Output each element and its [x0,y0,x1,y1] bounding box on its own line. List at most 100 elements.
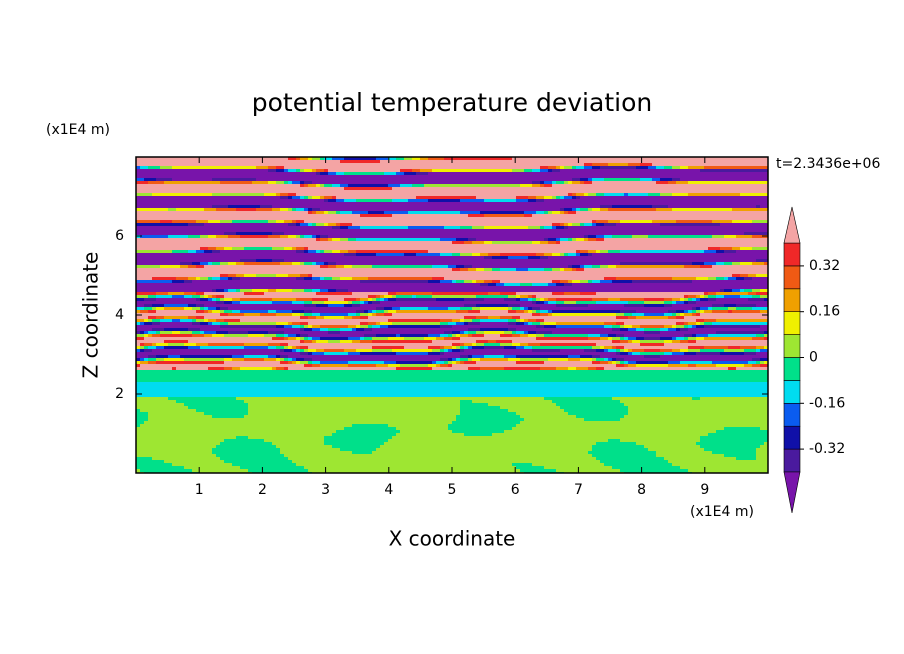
contour-fill [612,466,681,470]
contour-fill [584,418,621,422]
contour-fill [368,310,373,314]
contour-fill [276,310,293,314]
contour-fill [136,307,145,311]
contour-fill [452,361,457,365]
contour-fill [664,340,673,344]
contour-fill [236,397,545,401]
contour-fill [400,169,413,173]
contour-fill [460,319,465,323]
contour-fill [756,361,761,365]
contour-fill [356,313,361,317]
contour-fill [576,415,625,419]
contour-fill [652,205,669,209]
contour-fill [680,349,689,353]
contour-fill [372,328,469,332]
contour-fill [384,313,393,317]
contour-fill [360,313,369,317]
contour-fill [136,379,769,383]
contour-fill [624,193,629,197]
contour-fill [392,187,769,191]
contour-fill [516,319,521,323]
contour-fill [644,304,665,308]
contour-fill [384,172,397,176]
contour-fill [300,157,309,161]
contour-fill [716,250,725,254]
contour-fill [224,310,233,314]
contour-fill [648,448,705,452]
contour-fill [608,208,657,212]
contour-fill [696,310,701,314]
contour-fill [204,208,217,212]
contour-fill [536,211,545,215]
contour-fill [136,301,217,305]
contour-fill [456,322,465,326]
contour-fill [320,337,349,341]
contour-fill [392,199,409,203]
contour-fill [304,349,309,353]
contour-fill [724,349,745,353]
contour-fill [220,277,229,281]
contour-fill [480,367,505,371]
contour-fill [628,193,649,197]
contour-fill [668,328,677,332]
contour-fill [548,238,557,242]
contour-fill [456,310,469,314]
contour-fill [136,214,361,218]
contour-fill [368,301,373,305]
contour-fill [220,220,233,224]
contour-fill [268,169,277,173]
contour-fill [376,307,385,311]
contour-fill [544,268,553,272]
contour-fill [228,205,261,209]
contour-fill [164,316,189,320]
contour-fill [520,319,525,323]
contour-fill [532,307,541,311]
contour-fill [544,211,549,215]
contour-fill [136,295,149,299]
contour-fill [312,298,329,302]
contour-fill [312,337,321,341]
contour-fill [692,397,701,401]
contour-fill [724,235,737,239]
contour-fill [296,277,305,281]
contour-fill [680,313,685,317]
contour-fill [704,337,753,341]
contour-fill [136,421,145,425]
contour-fill [152,277,177,281]
contour-fill [460,337,537,341]
contour-fill [476,295,509,299]
contour-fill [504,331,513,335]
contour-fill [564,409,629,413]
contour-fill [196,304,205,308]
contour-fill [516,466,545,470]
contour-fill [376,448,593,452]
x-tick-label: 3 [321,482,330,498]
contour-fill [520,316,617,320]
contour-fill [564,301,577,305]
contour-fill [172,367,177,371]
contour-fill [328,328,341,332]
contour-fill [200,328,301,332]
contour-fill [180,355,233,359]
contour-fill [744,364,753,368]
contour-fill [732,262,741,266]
contour-fill [572,268,577,272]
contour-fill [136,169,269,173]
contour-fill [412,295,417,299]
contour-fill [152,193,213,197]
contour-fill [672,337,677,341]
contour-fill [572,181,581,185]
contour-fill [328,169,401,173]
contour-fill [308,349,317,353]
contour-fill [552,313,617,317]
contour-fill [312,364,321,368]
contour-fill [660,331,717,335]
contour-fill [604,178,641,182]
contour-fill [460,253,473,257]
contour-fill [348,250,357,254]
contour-fill [152,334,161,338]
contour-fill [552,331,645,335]
contour-fill [200,247,209,251]
contour-fill [612,205,653,209]
contour-fill [216,295,225,299]
